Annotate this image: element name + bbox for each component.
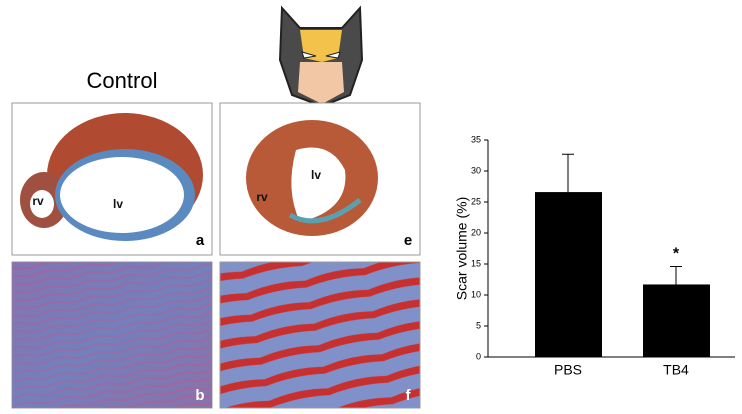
panel-letter: b [195, 387, 204, 404]
y-tick-label: 25 [471, 196, 481, 206]
error-bar [562, 153, 574, 193]
error-bar [670, 265, 682, 285]
annotation: * [673, 246, 680, 263]
region-label: rv [32, 194, 44, 208]
region-label: lv [113, 197, 123, 211]
panel-letter: a [196, 232, 205, 249]
panel-letter: f [406, 387, 412, 404]
y-tick-label: 30 [471, 165, 481, 175]
panel-frame [219, 261, 421, 409]
y-tick-label: 5 [476, 320, 481, 330]
panel-f [219, 261, 421, 409]
bar [535, 192, 602, 357]
tissue [288, 198, 362, 224]
x-tick-label: TB4 [663, 362, 689, 378]
control-label: Control [87, 68, 158, 93]
x-tick-label: PBS [554, 362, 582, 378]
panel-a [11, 102, 213, 256]
region-label: lv [311, 168, 321, 182]
region-label: rv [256, 190, 268, 204]
panel-e [219, 102, 421, 256]
y-axis-label: Scar volume (%) [454, 197, 470, 300]
lumen [291, 147, 346, 222]
y-tick-label: 15 [471, 258, 481, 268]
y-tick-label: 20 [471, 227, 481, 237]
y-tick-label: 10 [471, 289, 481, 299]
panel-letter: e [404, 232, 412, 249]
lumen [60, 157, 184, 233]
y-tick-label: 35 [471, 134, 481, 144]
y-tick-label: 0 [476, 351, 481, 361]
tissue [12, 262, 212, 408]
lumen [30, 190, 54, 218]
bar [643, 284, 710, 357]
mask-icon [278, 5, 364, 108]
panel-b [11, 261, 213, 409]
